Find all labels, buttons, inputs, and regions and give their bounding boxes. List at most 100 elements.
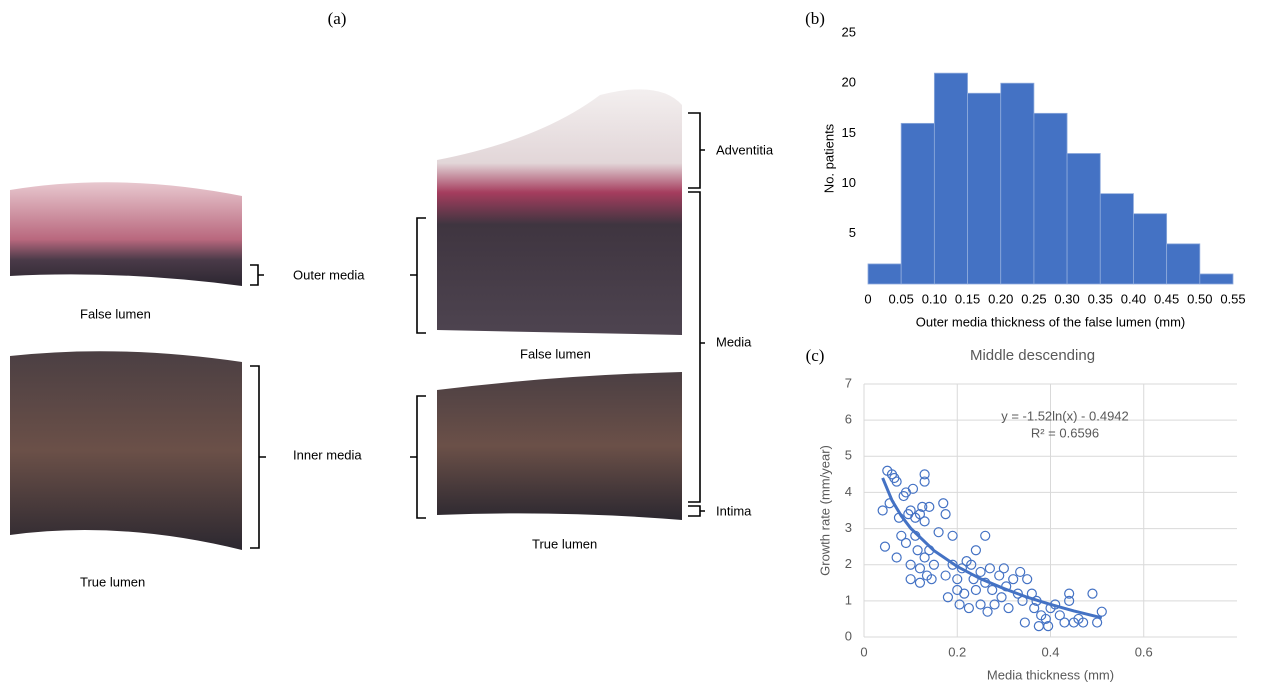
bar <box>1166 243 1201 285</box>
histology-image <box>437 372 682 520</box>
scatter-point <box>954 599 965 610</box>
scatter-point <box>1087 588 1098 599</box>
scatter-point <box>1064 595 1075 606</box>
scatter-point <box>984 563 995 574</box>
bar <box>1099 193 1134 285</box>
panel-a: (a) False lumen True lumen Outer media I… <box>10 9 774 589</box>
y-tick-label: 6 <box>845 412 852 427</box>
chart-title: Middle descending <box>970 347 1095 364</box>
scatter-point <box>924 501 935 512</box>
scatter-point <box>975 599 986 610</box>
panel-label: (a) <box>328 9 347 28</box>
layer-label: Adventitia <box>716 142 774 157</box>
scatter-point <box>879 541 891 552</box>
bracket <box>250 365 266 549</box>
scatter-point <box>1008 574 1019 585</box>
bracket <box>688 191 705 503</box>
y-tick-label: 0 <box>845 628 852 643</box>
scatter-point <box>914 509 926 520</box>
histology-image <box>10 182 242 286</box>
scatter-point <box>989 599 1000 610</box>
y-tick-label: 5 <box>849 225 856 240</box>
bar <box>1199 273 1234 285</box>
scatter-point <box>900 537 912 549</box>
bar <box>1133 213 1168 285</box>
bar <box>867 263 902 285</box>
scatter-point <box>912 545 923 556</box>
x-axis-label: Outer media thickness of the false lumen… <box>916 314 1186 329</box>
bar <box>900 122 935 285</box>
x-tick-label: 0.15 <box>955 291 980 306</box>
x-tick-label: 0.10 <box>922 291 947 306</box>
scatter-point <box>1054 610 1065 621</box>
y-tick-label: 25 <box>842 24 856 39</box>
bracket <box>410 395 426 519</box>
scatter-point <box>987 584 998 596</box>
scatter-point <box>998 563 1009 574</box>
scatter-point <box>938 498 949 509</box>
scatter-point <box>919 552 930 563</box>
scatter-point <box>996 592 1007 603</box>
scatter-point <box>940 570 951 581</box>
scatter-point <box>952 574 963 585</box>
scatter-point <box>914 577 926 588</box>
y-axis-label: Growth rate (mm/year) <box>817 445 832 576</box>
caption: True lumen <box>80 574 145 589</box>
x-tick-label: 0.45 <box>1154 291 1179 306</box>
x-tick-label: 0 <box>860 644 867 659</box>
scatter-point <box>947 530 958 541</box>
y-tick-label: 3 <box>845 520 852 535</box>
scatter-point <box>928 559 940 570</box>
y-tick-label: 10 <box>842 175 856 190</box>
scatter-point <box>1019 617 1030 628</box>
bar <box>933 72 968 285</box>
caption: True lumen <box>532 536 597 551</box>
scatter-point <box>1003 602 1014 614</box>
layer-label: Media <box>716 334 752 349</box>
x-tick-label: 0.20 <box>988 291 1013 306</box>
y-tick-label: 20 <box>842 75 856 90</box>
x-tick-label: 0.4 <box>1041 644 1059 659</box>
y-tick-label: 4 <box>845 484 852 499</box>
scatter-point <box>1096 606 1107 617</box>
layer-label: Outer media <box>293 267 365 282</box>
scatter-point <box>980 530 991 541</box>
scatter-point <box>956 563 968 574</box>
bar <box>1066 153 1101 285</box>
scatter-point <box>914 563 926 574</box>
y-tick-label: 15 <box>842 125 856 140</box>
r-squared: R² = 0.6596 <box>1031 425 1099 440</box>
scatter-point <box>1040 613 1051 625</box>
scatter-point <box>970 545 982 556</box>
y-axis-label: No. patients <box>821 123 836 193</box>
y-tick-label: 5 <box>845 448 852 463</box>
y-tick-label: 2 <box>845 556 852 571</box>
scatter-point <box>905 574 916 585</box>
scatter-point <box>1022 574 1033 585</box>
scatter-point <box>905 559 916 570</box>
histology-image <box>437 89 682 335</box>
bar <box>967 92 1002 285</box>
scatter-point <box>975 566 986 578</box>
panel-label: (b) <box>805 9 825 28</box>
trendline <box>881 477 1103 620</box>
y-tick-label: 1 <box>845 592 852 607</box>
bracket <box>250 264 264 286</box>
scatter-point <box>1033 621 1044 632</box>
scatter-point <box>926 574 937 585</box>
scatter-point <box>966 559 977 570</box>
scatter-point <box>1043 621 1054 632</box>
scatter-point <box>877 505 888 516</box>
scatter-point <box>1059 617 1070 628</box>
x-tick-label: 0.40 <box>1121 291 1146 306</box>
scatter-point <box>917 501 928 512</box>
bracket <box>410 217 426 334</box>
x-tick-label: 0.05 <box>889 291 914 306</box>
scatter-point <box>891 552 902 563</box>
scatter-point <box>1092 617 1103 628</box>
panel-label: (c) <box>806 346 825 365</box>
scatter-point <box>982 606 993 617</box>
bar <box>1000 82 1035 285</box>
scatter-point <box>933 527 944 538</box>
